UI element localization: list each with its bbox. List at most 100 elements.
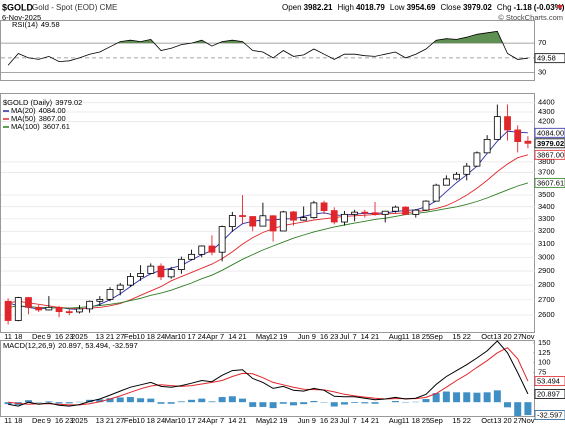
x-tick-label: 18	[147, 416, 155, 425]
x-tick-label: 13	[493, 332, 501, 341]
x-tick-label: 12	[269, 416, 277, 425]
legend: $GOLD (Daily) 3979.02	[3, 98, 82, 107]
candle-body	[422, 200, 430, 211]
value-box	[534, 389, 565, 399]
x-tick-label: 14	[228, 416, 236, 425]
histogram-bar	[493, 390, 501, 403]
y-tick-label: 4200	[538, 116, 555, 125]
x-tick-label: 23	[330, 416, 338, 425]
x-tick-label: 7	[220, 332, 224, 341]
candle-body	[442, 178, 450, 186]
x-tick-label: Feb	[124, 332, 137, 341]
x-tick-label: 2025	[71, 332, 88, 341]
x-tick-label: 12	[269, 332, 277, 341]
legend: MA(100) 3607.61	[11, 122, 70, 131]
candle-body	[330, 210, 338, 223]
x-tick-label: Mar	[165, 332, 178, 341]
legend-value: 3867.00	[39, 114, 66, 123]
histogram-bar	[239, 398, 247, 403]
legend: MA(20) 4084.00	[11, 106, 66, 115]
candle-body	[493, 116, 501, 140]
x-tick-label: Feb	[124, 416, 137, 425]
legend-name: MA(100)	[11, 122, 40, 131]
x-tick-label: 27	[514, 416, 522, 425]
legend: MA(50) 3867.00	[11, 114, 66, 123]
moving-average	[8, 182, 529, 309]
x-tick-label: 11	[402, 332, 410, 341]
x-tick-label: 19	[279, 332, 287, 341]
x-tick-label: 16	[55, 332, 63, 341]
x-tick-label: 23	[65, 416, 73, 425]
x-tick-label: 23	[65, 332, 73, 341]
x-tick-label: 20	[503, 332, 511, 341]
x-tick-label: 24	[198, 416, 206, 425]
x-tick-label: 24	[198, 332, 206, 341]
histogram-bar	[198, 398, 206, 403]
x-tick-label: Sep	[429, 332, 442, 341]
histogram-bar	[279, 402, 287, 404]
x-tick-label: 10	[177, 416, 185, 425]
rsi-line	[7, 30, 528, 66]
quote-value: 4018.79	[356, 3, 385, 12]
histogram-bar	[504, 402, 512, 408]
legend-value: 3979.02	[55, 98, 82, 107]
candle-body	[167, 269, 175, 278]
histogram-bar	[391, 401, 399, 403]
macd-panel	[0, 340, 535, 417]
quote-label: Low	[390, 3, 405, 12]
y-tick-label: 2900	[538, 266, 555, 275]
x-tick-label: 13	[96, 416, 104, 425]
candle-body	[188, 253, 195, 260]
histogram-bar	[463, 392, 471, 403]
candle-body	[228, 215, 236, 228]
value-box	[534, 410, 565, 420]
change-percent: (-0.03%)	[534, 3, 565, 12]
histogram-bar	[432, 393, 440, 403]
x-tick-label: 13	[493, 416, 501, 425]
histogram-bar	[137, 398, 145, 403]
y-tick-label: 3100	[538, 239, 555, 248]
x-tick-label: 21	[106, 332, 114, 341]
x-tick-label: 11	[4, 416, 12, 425]
candle-body	[371, 212, 379, 215]
histogram-bar	[483, 392, 491, 403]
candle-body	[351, 211, 359, 215]
y-tick-label: 30	[538, 68, 546, 77]
histogram-bar	[473, 392, 481, 403]
legend-value: 49.58	[41, 20, 60, 29]
legend: RSI(14) 49.58	[12, 20, 60, 29]
y-tick-label: 4300	[538, 107, 555, 116]
histogram-bar	[289, 402, 297, 406]
macd-line	[8, 340, 529, 407]
candle-body	[514, 129, 522, 142]
candle-body	[96, 298, 104, 302]
histogram-bar	[106, 398, 114, 403]
x-tick-label: 11	[402, 416, 410, 425]
histogram-bar	[514, 402, 522, 416]
x-tick-label: 24	[157, 332, 165, 341]
value-box-label: 20.897	[537, 389, 560, 398]
candle-body	[269, 215, 277, 232]
y-tick-label: 100	[538, 358, 551, 367]
x-tick-label: 13	[96, 332, 104, 341]
y-tick-label: 3200	[538, 226, 555, 235]
x-tick-label: 19	[279, 416, 287, 425]
legend-title: RSI(14)	[12, 20, 38, 29]
candle-body	[259, 215, 267, 227]
candle-body	[218, 226, 226, 253]
candle-body	[249, 216, 257, 227]
y-tick-label: 75	[538, 368, 546, 377]
x-tick-label: 16	[320, 332, 328, 341]
candle-body	[157, 265, 165, 278]
value-box-label: 3607.61	[537, 178, 564, 187]
macd-line	[8, 347, 529, 406]
y-tick-label: 3800	[538, 157, 555, 166]
histogram-bar	[524, 402, 532, 416]
histogram-bar	[310, 401, 318, 403]
value-box-label: 53.494	[537, 377, 560, 386]
candle-body	[147, 265, 155, 274]
x-tick-label: 17	[187, 332, 195, 341]
x-tick-label: Jul	[340, 416, 350, 425]
x-tick-label: 15	[452, 332, 460, 341]
histogram-bar	[96, 399, 104, 403]
